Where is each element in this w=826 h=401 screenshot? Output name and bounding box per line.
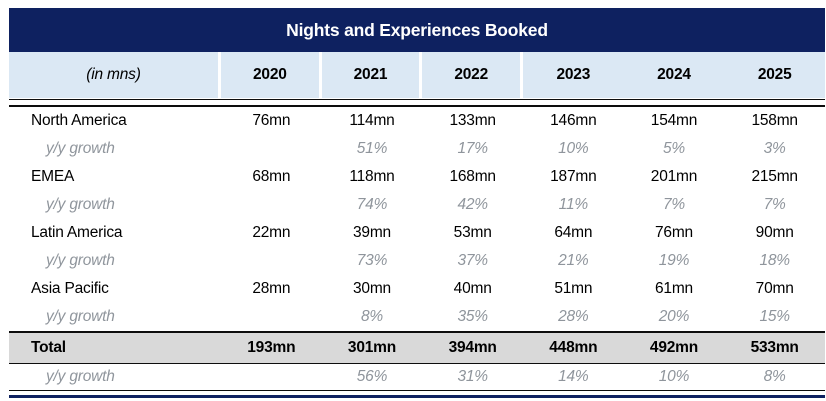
value-cell: 53mn (453, 224, 492, 241)
year-header-2022: 2022 (422, 52, 523, 98)
pre-total-rule (9, 331, 825, 333)
total-value-cell: 193mn (247, 339, 296, 356)
growth-label: y/y growth (46, 196, 115, 213)
total-row: Total 193mn 301mn 394mn 448mn 492mn 533m… (9, 333, 825, 363)
value-cell: 154mn (650, 112, 698, 129)
growth-cell: 11% (558, 196, 588, 213)
year-header-2023: 2023 (556, 66, 591, 83)
growth-cell: 17% (457, 140, 488, 157)
value-cell: 114mn (349, 112, 395, 129)
value-cell: 30mn (353, 280, 391, 297)
region-label: North America (31, 112, 127, 129)
value-cell: 28mn (252, 280, 291, 297)
value-cell: 146mn (550, 112, 597, 129)
growth-cell: 74% (356, 196, 388, 213)
value-cell: 51mn (554, 280, 593, 297)
growth-cell: 42% (457, 196, 488, 213)
growth-cell: 37% (457, 252, 488, 269)
year-header-2020: 2020 (221, 52, 322, 98)
unit-label: (in mns) (9, 52, 221, 98)
growth-row-total: y/y growth 56% 31% 14% 10% 8% (9, 364, 825, 390)
table-row-latin-america: Latin America 22mn 39mn 53mn 64mn 76mn 9… (9, 219, 825, 247)
region-label: Asia Pacific (31, 280, 109, 297)
nights-experiences-table: Nights and Experiences Booked (in mns) 2… (9, 8, 825, 398)
growth-cell: 19% (658, 252, 690, 269)
post-total-rule (9, 363, 825, 364)
growth-cell: 21% (558, 252, 589, 269)
year-header-2021: 2021 (322, 52, 423, 98)
value-cell: 187mn (550, 168, 597, 185)
total-value-cell: 448mn (549, 339, 598, 356)
value-cell: 68mn (252, 168, 291, 185)
growth-cell: 10% (558, 140, 589, 157)
total-label: Total (31, 339, 66, 356)
value-cell: 40mn (453, 280, 492, 297)
growth-row-latin-america: y/y growth 73% 37% 21% 19% 18% (9, 247, 825, 275)
growth-cell: 51% (356, 140, 388, 157)
growth-cell: 8% (360, 308, 383, 325)
header-divider-double-rule (9, 99, 825, 107)
value-cell: 90mn (755, 224, 794, 241)
value-cell: 118mn (349, 168, 395, 185)
value-cell: 133mn (449, 112, 496, 129)
table-title: Nights and Experiences Booked (9, 8, 825, 52)
value-cell: 61mn (655, 280, 693, 297)
growth-cell: 7% (763, 196, 786, 213)
total-value-cell: 533mn (750, 339, 799, 356)
growth-cell: 73% (356, 252, 388, 269)
growth-label: y/y growth (46, 368, 115, 385)
growth-cell: 31% (457, 368, 488, 385)
value-cell: 168mn (449, 168, 496, 185)
growth-cell: 35% (457, 308, 488, 325)
growth-cell: 7% (662, 196, 685, 213)
column-header-row: (in mns) 2020 2021 2022 2023 2024 2025 (9, 52, 825, 98)
region-label: Latin America (31, 224, 123, 241)
total-value-cell: 492mn (649, 339, 699, 356)
value-cell: 201mn (650, 168, 698, 185)
value-cell: 64mn (554, 224, 593, 241)
total-value-cell: 394mn (448, 339, 497, 356)
table-row-emea: EMEA 68mn 118mn 168mn 187mn 201mn 215mn (9, 163, 825, 191)
growth-cell: 3% (763, 140, 786, 157)
growth-row-asia-pacific: y/y growth 8% 35% 28% 20% 15% (9, 303, 825, 331)
table-row-asia-pacific: Asia Pacific 28mn 30mn 40mn 51mn 61mn 70… (9, 275, 825, 303)
growth-cell: 18% (759, 252, 790, 269)
table-row-north-america: North America 76mn 114mn 133mn 146mn 154… (9, 107, 825, 135)
value-cell: 158mn (751, 112, 798, 129)
growth-cell: 14% (558, 368, 589, 385)
growth-cell: 15% (759, 308, 790, 325)
year-header-2024: 2024 (657, 66, 691, 83)
value-cell: 76mn (252, 112, 291, 129)
value-cell: 76mn (655, 224, 693, 241)
growth-cell: 5% (662, 140, 685, 157)
growth-cell: 28% (558, 308, 589, 325)
growth-row-north-america: y/y growth 51% 17% 10% 5% 3% (9, 135, 825, 163)
growth-label: y/y growth (46, 308, 115, 325)
year-header-2025: 2025 (757, 66, 792, 83)
growth-cell: 10% (658, 368, 690, 385)
value-cell: 70mn (755, 280, 794, 297)
growth-cell: 20% (658, 308, 690, 325)
total-value-cell: 301mn (347, 339, 397, 356)
value-cell: 215mn (751, 168, 798, 185)
growth-label: y/y growth (46, 252, 115, 269)
value-cell: 39mn (353, 224, 391, 241)
value-cell: 22mn (252, 224, 291, 241)
growth-label: y/y growth (46, 140, 115, 157)
region-label: EMEA (31, 168, 75, 185)
growth-cell: 8% (763, 368, 786, 385)
growth-cell: 56% (356, 368, 388, 385)
growth-row-emea: y/y growth 74% 42% 11% 7% 7% (9, 191, 825, 219)
bottom-double-rule (9, 390, 825, 398)
